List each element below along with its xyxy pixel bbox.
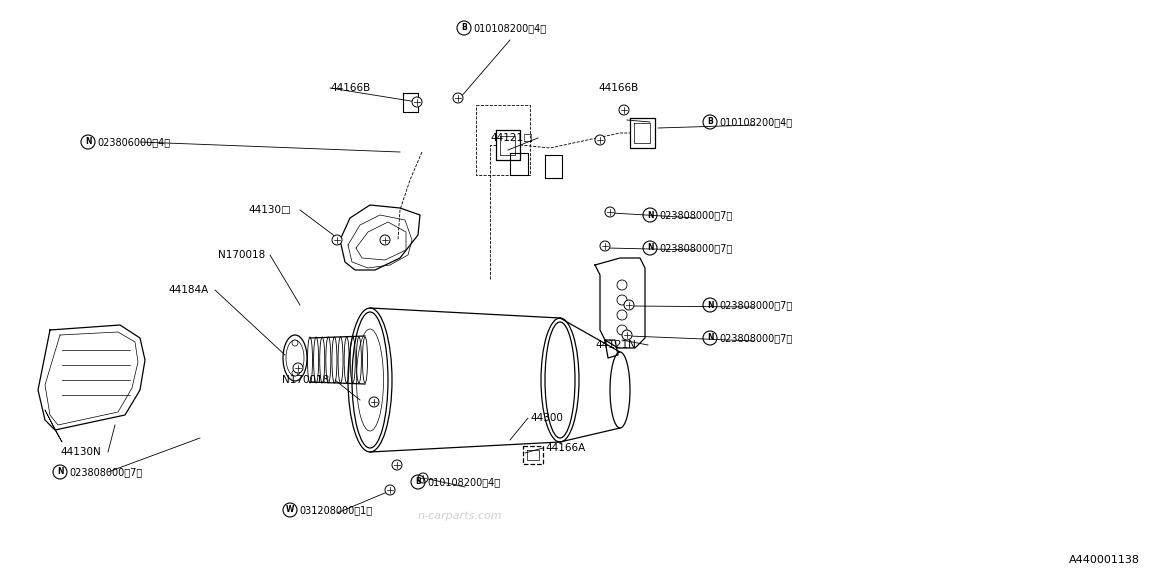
Text: N: N <box>647 244 654 252</box>
Text: 44166B: 44166B <box>330 83 370 93</box>
Circle shape <box>332 235 342 245</box>
Text: 44130□: 44130□ <box>248 205 291 215</box>
Circle shape <box>293 363 303 373</box>
Circle shape <box>419 473 428 483</box>
Text: 023808000（7）: 023808000（7） <box>660 210 732 220</box>
Circle shape <box>380 235 390 245</box>
Text: 44130N: 44130N <box>60 447 100 457</box>
Circle shape <box>600 241 610 251</box>
Text: N: N <box>56 468 63 476</box>
Text: 44166A: 44166A <box>545 443 586 453</box>
Text: N: N <box>85 138 91 146</box>
Circle shape <box>369 397 379 407</box>
Circle shape <box>624 300 634 310</box>
Text: B: B <box>415 478 421 487</box>
Text: B: B <box>707 118 713 127</box>
Text: 010108200（4）: 010108200（4） <box>473 23 547 33</box>
Ellipse shape <box>282 335 307 381</box>
Text: 023808000（7）: 023808000（7） <box>69 467 142 477</box>
Circle shape <box>595 135 605 145</box>
Text: 44300: 44300 <box>530 413 563 423</box>
Text: N: N <box>707 301 714 309</box>
Text: 010108200（4）: 010108200（4） <box>719 117 792 127</box>
Circle shape <box>412 97 422 107</box>
Text: N170018: N170018 <box>218 250 265 260</box>
Circle shape <box>292 340 297 346</box>
Text: 023808000（7）: 023808000（7） <box>660 243 732 253</box>
Circle shape <box>619 105 630 115</box>
Text: N: N <box>707 334 714 343</box>
Text: 44121N: 44121N <box>595 340 635 350</box>
Text: 44184A: 44184A <box>168 285 209 295</box>
Text: 031208000（1）: 031208000（1） <box>299 505 372 515</box>
Text: B: B <box>461 24 467 32</box>
Text: N170018: N170018 <box>282 375 330 385</box>
Text: A440001138: A440001138 <box>1069 555 1140 565</box>
Circle shape <box>392 460 402 470</box>
Text: N: N <box>647 210 654 219</box>
Circle shape <box>605 207 615 217</box>
Circle shape <box>385 485 395 495</box>
Text: W: W <box>286 506 294 514</box>
Text: 023808000（7）: 023808000（7） <box>719 300 792 310</box>
Text: 44121□: 44121□ <box>490 133 533 143</box>
Text: n-carparts.com: n-carparts.com <box>417 511 503 521</box>
Circle shape <box>292 370 297 376</box>
Circle shape <box>621 330 632 340</box>
Circle shape <box>453 93 464 103</box>
Text: 023808000（7）: 023808000（7） <box>719 333 792 343</box>
Text: 023806000（4）: 023806000（4） <box>97 137 171 147</box>
Text: 44166B: 44166B <box>598 83 639 93</box>
Text: 010108200（4）: 010108200（4） <box>427 477 500 487</box>
